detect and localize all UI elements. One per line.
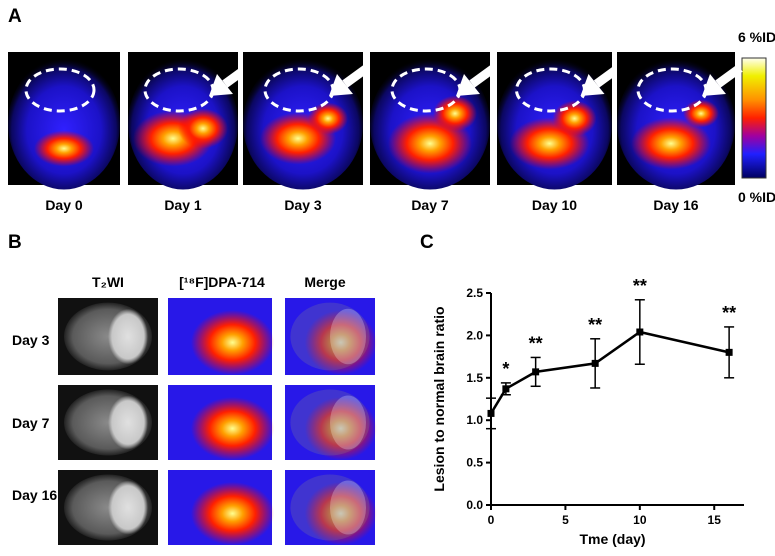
row-label: Day 16 bbox=[12, 487, 57, 503]
y-tick-label: 2.5 bbox=[466, 286, 483, 300]
hot-spot bbox=[304, 397, 377, 460]
data-point bbox=[636, 328, 644, 336]
arrow-head bbox=[209, 74, 233, 96]
data-point bbox=[502, 385, 510, 393]
day-label: Day 7 bbox=[411, 197, 449, 213]
hot-spot bbox=[190, 482, 275, 545]
x-axis-title: Tme (day) bbox=[579, 531, 645, 547]
scale-max-label: 6 %ID/g bbox=[738, 29, 775, 45]
significance-label: ** bbox=[588, 315, 602, 335]
y-tick-label: 1.5 bbox=[466, 371, 483, 385]
hot-spot bbox=[190, 310, 275, 375]
data-point bbox=[532, 368, 540, 376]
data-point bbox=[725, 348, 733, 356]
y-tick-label: 0.0 bbox=[466, 498, 483, 512]
hot-spot bbox=[631, 117, 711, 170]
brain-overlay bbox=[290, 389, 370, 456]
hot-spot bbox=[190, 397, 275, 460]
column-header: [¹⁸F]DPA-714 bbox=[179, 274, 265, 290]
lesion-overlay bbox=[330, 480, 366, 535]
arrow-head bbox=[329, 74, 353, 96]
significance-label: ** bbox=[722, 303, 736, 323]
x-tick-label: 5 bbox=[562, 513, 569, 527]
image-layer: Day 0 Day 1 Day 3 Day 7 Day 10 Day 16 T₂WI [¹⁸F… bbox=[8, 52, 743, 545]
day-label: Day 0 bbox=[45, 197, 83, 213]
arrow bbox=[342, 64, 370, 88]
arrow-head bbox=[702, 74, 726, 96]
panel-label: B bbox=[8, 232, 22, 253]
arrow bbox=[593, 64, 622, 88]
hot-spot bbox=[308, 102, 348, 135]
lesion-outline bbox=[24, 67, 96, 113]
lesion-overlay bbox=[330, 308, 366, 365]
arrow bbox=[469, 64, 497, 88]
brain-signal bbox=[8, 57, 120, 190]
hot-spot bbox=[304, 482, 377, 545]
color-scale bbox=[741, 57, 767, 179]
x-tick-label: 10 bbox=[633, 513, 647, 527]
hot-spot bbox=[683, 99, 719, 128]
data-point bbox=[487, 409, 495, 417]
row-label: Day 3 bbox=[12, 332, 50, 348]
arrow-head bbox=[580, 74, 605, 96]
x-tick-label: 15 bbox=[708, 513, 722, 527]
column-header: T₂WI bbox=[92, 274, 124, 290]
data-line bbox=[489, 330, 730, 415]
brain-overlay bbox=[290, 474, 370, 541]
significance-label: ** bbox=[633, 276, 647, 296]
day-label: Day 10 bbox=[532, 197, 577, 213]
brain-overlay bbox=[290, 302, 370, 371]
significance-label: * bbox=[502, 359, 509, 379]
lesion-overlay bbox=[330, 395, 366, 450]
panel-label: A bbox=[8, 6, 22, 27]
column-header: Merge bbox=[304, 274, 345, 290]
day-label: Day 3 bbox=[284, 197, 322, 213]
scale-min-label: 0 %ID/g bbox=[738, 189, 775, 205]
hot-spot bbox=[433, 95, 477, 132]
lesion bbox=[108, 395, 148, 450]
hot-spot bbox=[304, 310, 377, 375]
significance-label: ** bbox=[529, 333, 543, 353]
lesion bbox=[108, 308, 148, 365]
y-tick-label: 0.5 bbox=[466, 456, 483, 470]
y-tick-label: 1.0 bbox=[466, 413, 483, 427]
hot-spot bbox=[178, 108, 228, 149]
row-label: Day 7 bbox=[12, 415, 50, 431]
day-label: Day 1 bbox=[164, 197, 202, 213]
data-point bbox=[591, 359, 599, 367]
y-tick-label: 2.0 bbox=[466, 328, 483, 342]
y-axis-title: Lesion to normal brain ratio bbox=[431, 306, 447, 491]
x-tick-label: 0 bbox=[488, 513, 495, 527]
hot-spot bbox=[34, 130, 94, 167]
day-label: Day 16 bbox=[653, 197, 698, 213]
arrow-head bbox=[456, 74, 480, 96]
arrow bbox=[715, 64, 743, 88]
panel-label: C bbox=[420, 232, 434, 253]
lesion bbox=[108, 480, 148, 535]
